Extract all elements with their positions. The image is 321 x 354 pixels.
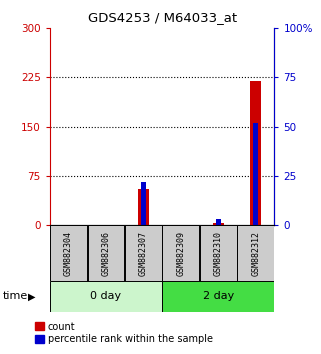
FancyBboxPatch shape	[200, 225, 237, 281]
Text: GSM882306: GSM882306	[101, 230, 110, 276]
Text: 0 day: 0 day	[91, 291, 121, 302]
Title: GDS4253 / M64033_at: GDS4253 / M64033_at	[88, 11, 237, 24]
Text: GSM882312: GSM882312	[251, 230, 260, 276]
FancyBboxPatch shape	[125, 225, 162, 281]
Text: GSM882307: GSM882307	[139, 230, 148, 276]
FancyBboxPatch shape	[50, 281, 162, 312]
Bar	[141, 182, 146, 225]
FancyBboxPatch shape	[88, 225, 124, 281]
Bar	[216, 219, 221, 225]
Text: 2 day: 2 day	[203, 291, 234, 302]
FancyBboxPatch shape	[162, 225, 199, 281]
Text: time: time	[3, 291, 29, 301]
Text: GSM882304: GSM882304	[64, 230, 73, 276]
Bar	[250, 81, 261, 225]
Legend: count, percentile rank within the sample: count, percentile rank within the sample	[35, 322, 213, 344]
Text: GSM882310: GSM882310	[214, 230, 223, 276]
Bar	[213, 223, 224, 225]
Text: ▶: ▶	[28, 291, 36, 301]
Text: GSM882309: GSM882309	[176, 230, 185, 276]
Bar	[254, 122, 258, 225]
FancyBboxPatch shape	[162, 281, 274, 312]
FancyBboxPatch shape	[50, 225, 87, 281]
FancyBboxPatch shape	[237, 225, 274, 281]
Bar	[138, 189, 149, 225]
